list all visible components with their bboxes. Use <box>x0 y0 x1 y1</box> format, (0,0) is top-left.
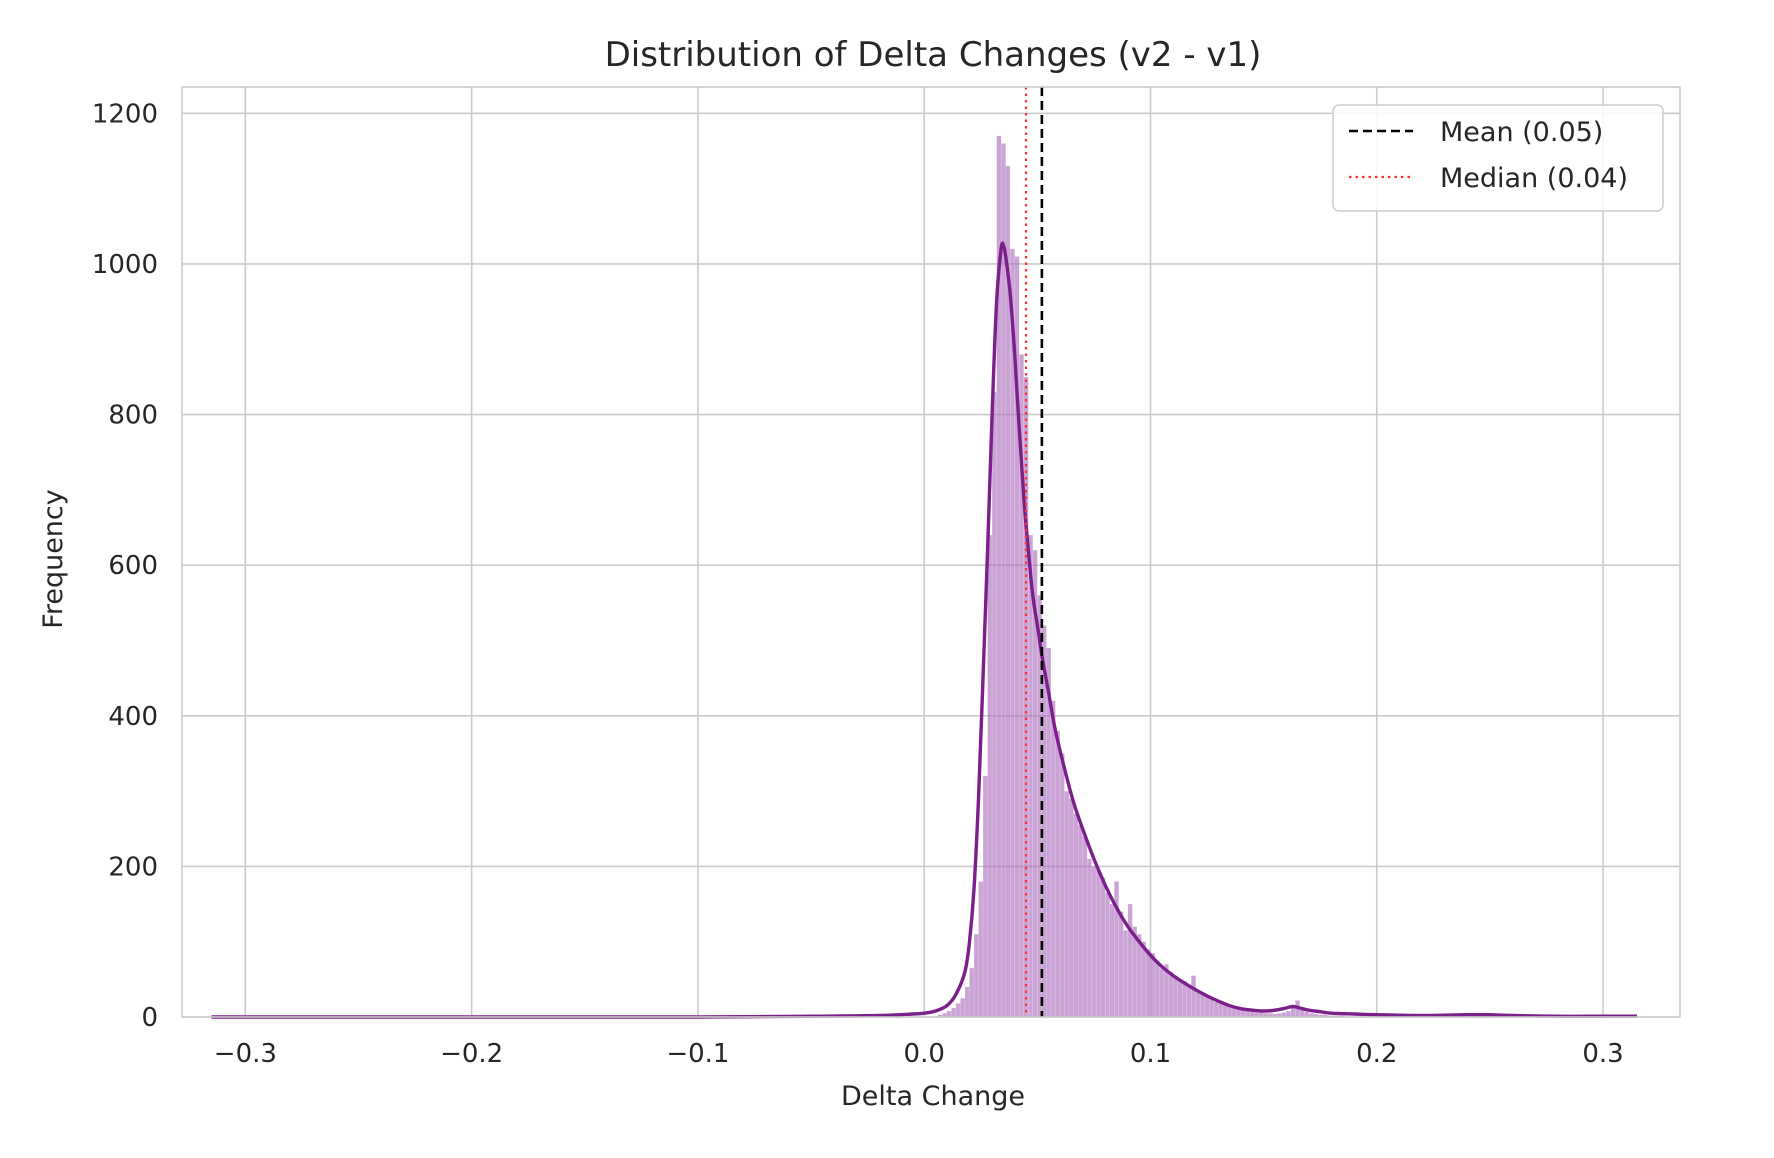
histogram-bar <box>1145 949 1151 1018</box>
histogram-bar <box>1150 952 1156 1018</box>
kde-curve <box>211 241 1637 1019</box>
y-tick-label: 800 <box>108 401 158 431</box>
histogram-bar <box>1091 866 1097 1018</box>
histogram-bar <box>1127 903 1133 1018</box>
histogram-bar <box>1209 997 1215 1018</box>
x-tick-label: 0.2 <box>1356 1039 1397 1069</box>
histogram-bar <box>1204 995 1210 1018</box>
histogram-bar <box>987 534 993 1018</box>
histogram-bar <box>1055 730 1061 1018</box>
histogram-bar <box>978 881 984 1018</box>
histogram-bar <box>1100 877 1106 1018</box>
histogram-bar <box>960 997 966 1018</box>
histogram-bar <box>1168 971 1174 1018</box>
histogram-bar <box>1050 700 1056 1018</box>
legend: Mean (0.05) Median (0.04) <box>1332 104 1664 212</box>
histogram-bar <box>1109 903 1115 1018</box>
histogram-bar <box>1064 790 1070 1018</box>
histogram-bar <box>1240 1010 1246 1018</box>
histogram-bar <box>951 1007 957 1018</box>
histogram-bar <box>1000 143 1006 1018</box>
histogram-bar <box>1245 1010 1251 1018</box>
histogram-bar <box>1059 753 1065 1018</box>
histogram-bar <box>1191 975 1196 1018</box>
histogram-bar <box>1154 960 1160 1018</box>
x-tick-label: 0.0 <box>904 1039 945 1069</box>
reference-lines <box>1024 87 1044 1017</box>
histogram-bar <box>969 967 975 1018</box>
histogram-bar <box>1095 869 1101 1018</box>
plot-frame <box>181 86 1681 1018</box>
y-tick-label: 600 <box>108 551 158 581</box>
histogram-bar <box>1213 1001 1219 1018</box>
histogram-bar <box>1086 858 1092 1018</box>
histogram-bar <box>1222 1004 1228 1018</box>
histogram-bar <box>973 933 979 1018</box>
histogram-bar <box>1172 975 1178 1018</box>
histogram-bar <box>1068 798 1074 1018</box>
y-tick-label: 200 <box>108 852 158 882</box>
histogram-bar <box>1200 994 1206 1018</box>
histogram-bar <box>1286 1010 1291 1018</box>
x-tick-label: −0.3 <box>214 1039 277 1069</box>
x-tick-labels: −0.3 −0.2 −0.1 0.0 0.1 0.2 0.3 <box>214 1039 1624 1069</box>
histogram-bar <box>964 986 970 1018</box>
histogram-bar <box>982 775 988 1018</box>
grid-layer <box>182 87 1680 1018</box>
y-tick-labels: 0 200 400 600 800 1000 1200 <box>92 99 158 1033</box>
y-tick-label: 1200 <box>92 99 158 129</box>
histogram-bar <box>1218 1003 1224 1018</box>
histogram-bar <box>991 391 997 1018</box>
y-tick-label: 0 <box>141 1003 158 1033</box>
x-tick-label: 0.3 <box>1582 1039 1623 1069</box>
histogram-bar <box>1073 813 1079 1018</box>
x-tick-label: −0.2 <box>440 1039 503 1069</box>
y-tick-label: 1000 <box>92 250 158 280</box>
histogram-bar <box>1159 967 1165 1018</box>
histogram-bar <box>1177 979 1183 1018</box>
chart-title: Distribution of Delta Changes (v2 - v1) <box>605 35 1262 75</box>
histogram-bar <box>1181 980 1187 1018</box>
legend-box <box>1332 104 1664 212</box>
histogram-bar <box>1136 933 1142 1018</box>
x-tick-label: 0.1 <box>1130 1039 1171 1069</box>
histogram-bar <box>1227 1006 1233 1018</box>
histogram-bar <box>1118 911 1124 1018</box>
histogram-bar <box>1195 990 1201 1018</box>
histogram-bar <box>1141 941 1147 1018</box>
histogram-bar <box>955 1003 961 1018</box>
histogram-bar <box>1028 534 1034 1018</box>
y-tick-label: 400 <box>108 702 158 732</box>
histogram-bar <box>1082 836 1088 1018</box>
y-axis-label: Frequency <box>38 489 69 629</box>
histogram-bar <box>1231 1007 1237 1018</box>
x-tick-label: −0.1 <box>666 1039 729 1069</box>
x-axis-label: Delta Change <box>841 1081 1025 1112</box>
histogram-bar <box>1105 892 1110 1018</box>
histogram-bar <box>1290 1007 1296 1018</box>
histogram-bar <box>1123 930 1129 1018</box>
kde-curve-layer <box>211 241 1637 1019</box>
histogram-bar <box>1077 824 1083 1018</box>
legend-median-label: Median (0.04) <box>1440 163 1628 194</box>
histogram-bar <box>1236 1009 1242 1018</box>
histogram-bars <box>937 135 1359 1018</box>
histogram-bar <box>1186 986 1192 1018</box>
histogram-bar <box>946 1010 952 1018</box>
legend-mean-label: Mean (0.05) <box>1440 117 1603 148</box>
